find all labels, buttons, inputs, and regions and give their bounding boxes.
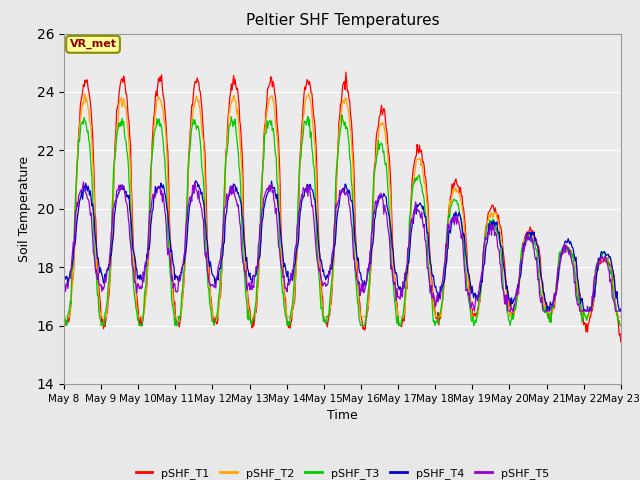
pSHF_T1: [214, 321, 221, 326]
pSHF_T2: [214, 314, 222, 320]
pSHF_T4: [617, 306, 625, 312]
pSHF_T3: [411, 176, 419, 181]
pSHF_T3: [338, 112, 346, 118]
pSHF_T5: [214, 264, 222, 270]
Title: Peltier SHF Temperatures: Peltier SHF Temperatures: [246, 13, 439, 28]
pSHF_T5: [470, 308, 478, 314]
pSHF_T4: [192, 178, 200, 184]
pSHF_T3: [184, 168, 192, 174]
pSHF_T1: [411, 157, 419, 163]
pSHF_T4: [428, 263, 435, 269]
pSHF_T3: [127, 245, 135, 251]
Line: pSHF_T3: pSHF_T3: [64, 115, 621, 325]
pSHF_T2: [61, 314, 68, 320]
Line: pSHF_T4: pSHF_T4: [64, 181, 621, 311]
pSHF_T5: [617, 308, 625, 314]
pSHF_T5: [411, 211, 419, 216]
pSHF_T3: [70, 238, 78, 243]
Line: pSHF_T1: pSHF_T1: [64, 72, 621, 342]
Y-axis label: Soil Temperature: Soil Temperature: [18, 156, 31, 262]
pSHF_T1: [342, 69, 349, 75]
Line: pSHF_T5: pSHF_T5: [64, 182, 621, 311]
pSHF_T4: [184, 222, 192, 228]
pSHF_T2: [412, 164, 419, 170]
pSHF_T1: [127, 182, 135, 188]
pSHF_T4: [70, 243, 78, 249]
pSHF_T2: [60, 313, 68, 319]
pSHF_T1: [70, 255, 78, 261]
pSHF_T1: [617, 339, 625, 345]
Text: VR_met: VR_met: [70, 39, 116, 49]
pSHF_T5: [128, 263, 136, 268]
pSHF_T1: [60, 310, 68, 315]
pSHF_T2: [305, 91, 312, 96]
pSHF_T4: [411, 206, 419, 212]
pSHF_T4: [60, 278, 68, 284]
pSHF_T5: [428, 283, 435, 288]
pSHF_T5: [185, 202, 193, 207]
pSHF_T4: [214, 277, 222, 283]
pSHF_T2: [71, 237, 79, 243]
pSHF_T2: [428, 287, 436, 293]
pSHF_T5: [79, 179, 87, 185]
pSHF_T4: [580, 308, 588, 314]
pSHF_T3: [428, 290, 435, 296]
Legend: pSHF_T1, pSHF_T2, pSHF_T3, pSHF_T4, pSHF_T5: pSHF_T1, pSHF_T2, pSHF_T3, pSHF_T4, pSHF…: [131, 464, 554, 480]
pSHF_T5: [60, 283, 68, 288]
pSHF_T1: [428, 264, 435, 269]
pSHF_T2: [128, 228, 136, 234]
pSHF_T1: [184, 179, 192, 185]
pSHF_T3: [617, 323, 625, 328]
X-axis label: Time: Time: [327, 409, 358, 422]
pSHF_T3: [60, 323, 68, 328]
Line: pSHF_T2: pSHF_T2: [64, 94, 621, 317]
pSHF_T4: [127, 221, 135, 227]
pSHF_T5: [70, 242, 78, 248]
pSHF_T3: [214, 311, 221, 316]
pSHF_T2: [617, 314, 625, 320]
pSHF_T2: [185, 165, 193, 171]
